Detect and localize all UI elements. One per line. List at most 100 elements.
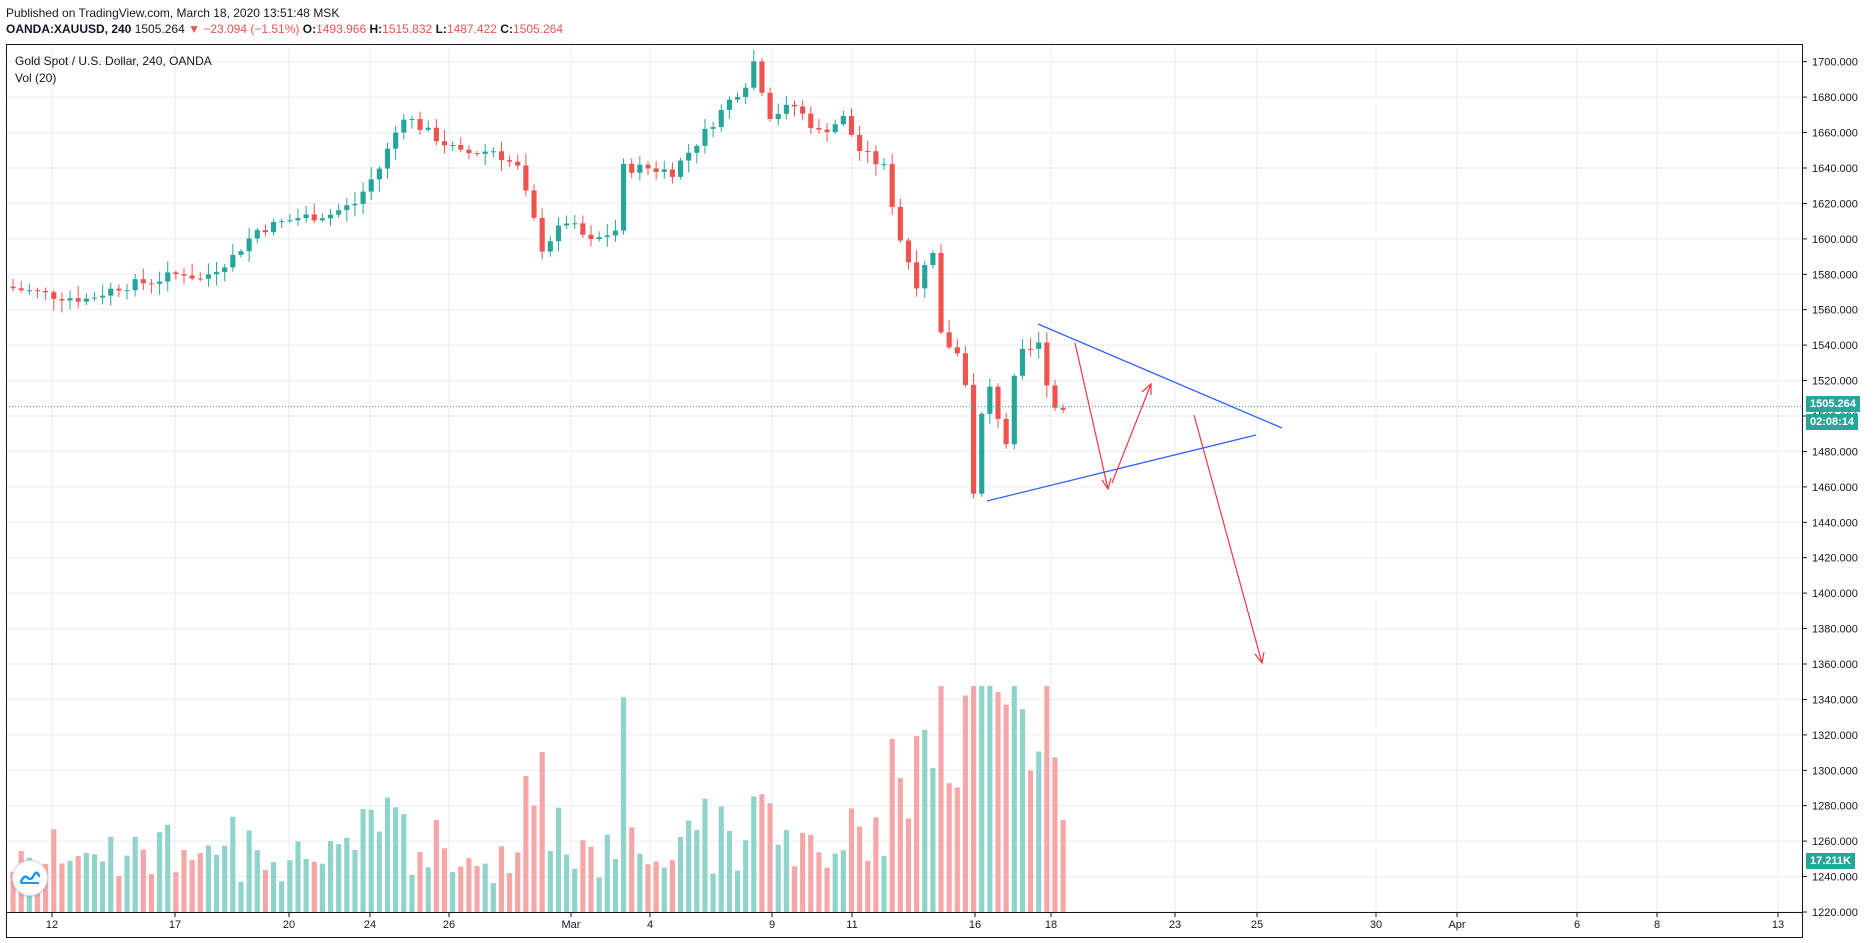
candle-body bbox=[800, 106, 806, 114]
volume-indicator-label: Vol (20) bbox=[15, 71, 57, 85]
candle-body bbox=[979, 413, 985, 494]
volume-bar bbox=[621, 697, 627, 912]
candle-body bbox=[808, 113, 814, 128]
published-note: Published on TradingView.com, March 18, … bbox=[6, 6, 340, 20]
time-tick-label: Mar bbox=[562, 919, 581, 931]
candle-body bbox=[246, 238, 252, 252]
price-axis[interactable]: 1700.000 1680.000 1660.000 1640.000 1620.000… bbox=[1802, 57, 1858, 919]
volume-bar bbox=[295, 841, 301, 912]
candle-body bbox=[1036, 342, 1042, 349]
candle-body bbox=[482, 151, 488, 154]
time-tick-label: 23 bbox=[1169, 919, 1181, 931]
volume-bar bbox=[197, 852, 203, 912]
candlesticks[interactable] bbox=[10, 49, 1066, 499]
symbol-label: OANDA:XAUUSD, 240 bbox=[6, 22, 132, 36]
time-axis[interactable]: 12 17 20 24 26 Mar 4 9 11 16 18 23 25 30 Apr 6 8 13 bbox=[46, 912, 1784, 931]
volume-bar bbox=[645, 864, 651, 912]
price-tick-label: 1640.000 bbox=[1812, 163, 1858, 175]
volume-bar bbox=[791, 866, 798, 912]
volume-bar bbox=[661, 867, 667, 912]
price-tick-label: 1460.000 bbox=[1812, 482, 1858, 494]
volume-bar bbox=[751, 796, 757, 912]
candle-body bbox=[197, 278, 203, 280]
drawings[interactable] bbox=[986, 323, 1283, 665]
volume-bar bbox=[51, 829, 57, 912]
candle-body bbox=[604, 235, 610, 238]
volume-bar bbox=[474, 865, 480, 912]
candle-body bbox=[881, 164, 887, 166]
candle-body bbox=[425, 127, 431, 130]
candle-body bbox=[743, 87, 749, 97]
volume-bar bbox=[368, 809, 374, 912]
close-label: C: bbox=[500, 22, 513, 36]
candle-body bbox=[734, 96, 741, 100]
volume-bar bbox=[759, 794, 765, 912]
triangle-lower-trendline[interactable] bbox=[986, 434, 1257, 502]
time-tick-label: 13 bbox=[1772, 919, 1784, 931]
low-value: 1487.422 bbox=[446, 22, 497, 36]
time-tick-label: 18 bbox=[1045, 919, 1057, 931]
chart-frame bbox=[6, 44, 1803, 938]
volume-bar bbox=[238, 881, 244, 912]
triangle-upper-trendline[interactable] bbox=[1037, 323, 1283, 429]
volume-bar bbox=[637, 853, 643, 912]
time-tick-label: 9 bbox=[769, 919, 775, 931]
volume-bar bbox=[401, 814, 407, 912]
volume-bar bbox=[108, 836, 114, 912]
volume-bars bbox=[10, 686, 1066, 912]
candle-body bbox=[547, 241, 553, 252]
volume-bar bbox=[1036, 751, 1042, 912]
volume-bar bbox=[1060, 819, 1066, 912]
arrow-down-1[interactable] bbox=[1074, 342, 1112, 491]
candle-body bbox=[327, 214, 334, 219]
open-label: O: bbox=[302, 22, 317, 36]
candle-body bbox=[653, 168, 659, 172]
volume-bar bbox=[857, 826, 863, 912]
candle-body bbox=[531, 190, 537, 218]
tradingview-logo[interactable] bbox=[12, 860, 48, 896]
volume-bar bbox=[564, 854, 570, 912]
bar-countdown-tag: 02:08:14 bbox=[1806, 414, 1859, 430]
candle-body bbox=[83, 298, 89, 302]
candle-body bbox=[116, 288, 122, 291]
volume-bar bbox=[507, 873, 513, 912]
candle-body bbox=[165, 272, 171, 282]
high-label: H: bbox=[369, 22, 383, 36]
volume-bar bbox=[653, 861, 659, 912]
volume-bar bbox=[254, 850, 260, 912]
volume-bar bbox=[441, 848, 448, 912]
candle-body bbox=[1044, 342, 1050, 386]
candle-body bbox=[930, 252, 936, 266]
candle-body bbox=[18, 288, 24, 291]
candle-body bbox=[26, 290, 32, 292]
volume-bar bbox=[67, 860, 73, 912]
price-tick-label: 1280.000 bbox=[1812, 801, 1858, 813]
candle-body bbox=[710, 127, 716, 129]
volume-bar bbox=[734, 870, 741, 912]
candle-body bbox=[718, 109, 724, 128]
volume-bar bbox=[262, 870, 268, 912]
arrow-up[interactable] bbox=[1111, 382, 1152, 484]
volume-bar bbox=[922, 729, 928, 912]
candle-body bbox=[946, 332, 952, 348]
candle-body bbox=[287, 220, 293, 222]
volume-bar bbox=[800, 832, 806, 912]
time-tick-label: 24 bbox=[364, 919, 376, 931]
time-tick-label: 17 bbox=[169, 919, 181, 931]
arrow-down-2[interactable] bbox=[1193, 414, 1265, 665]
volume-bar bbox=[140, 849, 146, 912]
candle-body bbox=[775, 113, 781, 119]
candle-body bbox=[621, 163, 627, 231]
volume-bar bbox=[539, 752, 545, 912]
price-tick-label: 1300.000 bbox=[1812, 765, 1858, 777]
candle-body bbox=[238, 251, 244, 255]
volume-bar bbox=[222, 845, 228, 912]
price-tick-label: 1260.000 bbox=[1812, 836, 1858, 848]
volume-bar bbox=[173, 872, 179, 912]
instrument-title: Gold Spot / U.S. Dollar, 240, OANDA bbox=[15, 54, 212, 68]
volume-bar bbox=[865, 860, 871, 912]
candle-body bbox=[840, 116, 846, 125]
candle-body bbox=[34, 290, 41, 292]
close-value: 1505.264 bbox=[512, 22, 564, 36]
